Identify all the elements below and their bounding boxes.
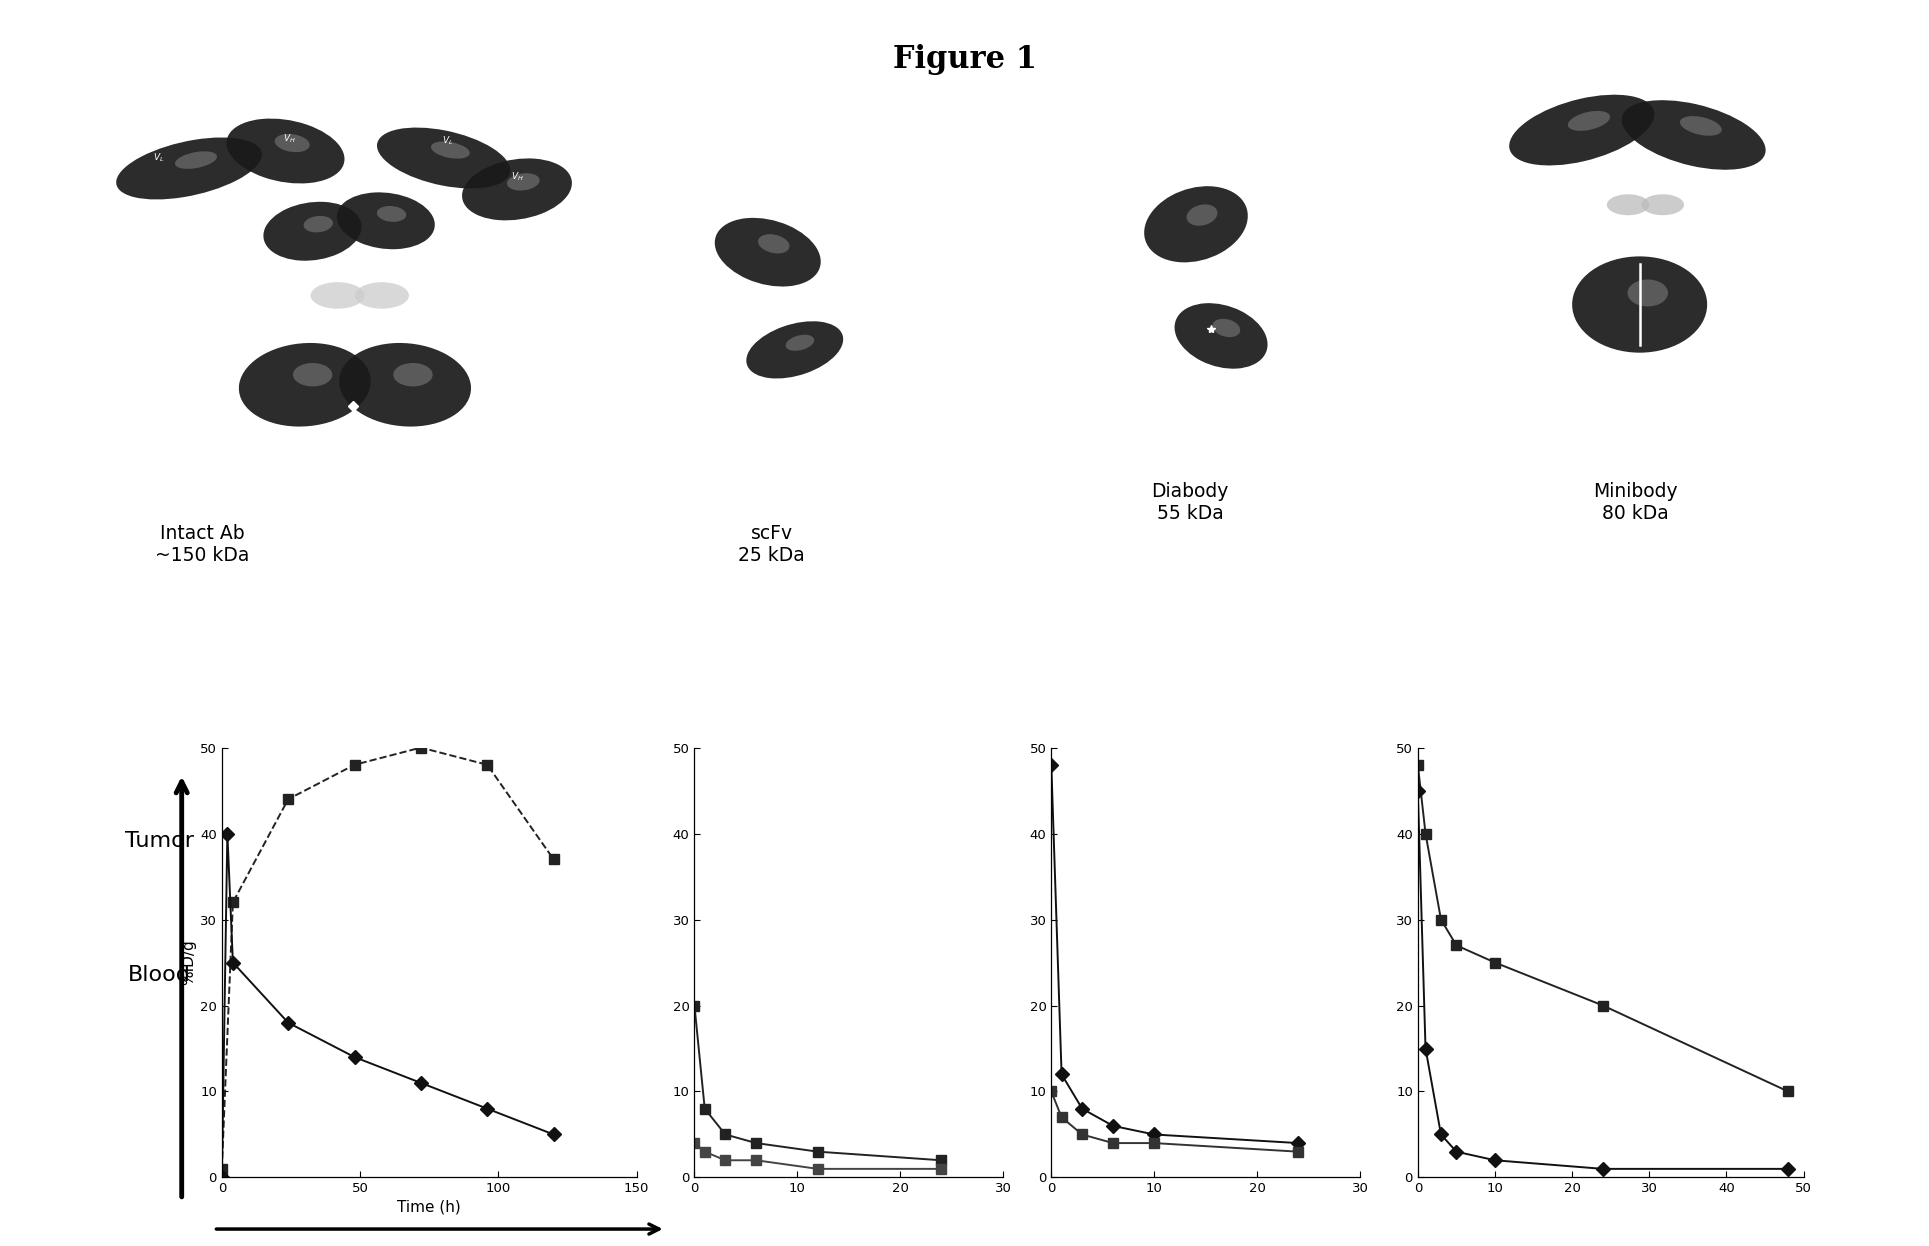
Ellipse shape	[1628, 279, 1669, 307]
Ellipse shape	[338, 192, 434, 249]
Ellipse shape	[376, 127, 511, 188]
Ellipse shape	[274, 135, 311, 152]
Text: $V_H$: $V_H$	[511, 171, 523, 183]
Ellipse shape	[303, 216, 334, 233]
Ellipse shape	[226, 118, 345, 183]
Text: Figure 1: Figure 1	[893, 44, 1036, 75]
Ellipse shape	[1508, 95, 1655, 166]
Text: Minibody
80 kDa: Minibody 80 kDa	[1593, 482, 1678, 523]
Ellipse shape	[716, 218, 820, 287]
Ellipse shape	[463, 158, 571, 221]
Text: Tumor: Tumor	[125, 831, 193, 851]
Text: Diabody
55 kDa: Diabody 55 kDa	[1152, 482, 1229, 523]
Ellipse shape	[311, 282, 365, 309]
Ellipse shape	[1607, 194, 1649, 216]
Ellipse shape	[293, 363, 332, 386]
Ellipse shape	[1175, 303, 1267, 369]
Ellipse shape	[340, 343, 471, 426]
Text: Blood: Blood	[127, 966, 191, 986]
Ellipse shape	[430, 142, 471, 158]
Ellipse shape	[507, 173, 540, 191]
Ellipse shape	[116, 137, 262, 199]
Text: scFv
25 kDa: scFv 25 kDa	[739, 525, 804, 566]
Ellipse shape	[1568, 111, 1611, 131]
Ellipse shape	[1622, 100, 1765, 169]
Ellipse shape	[1213, 319, 1240, 338]
Ellipse shape	[264, 202, 361, 260]
Ellipse shape	[376, 206, 407, 222]
Text: $V_H$: $V_H$	[284, 133, 295, 146]
Text: $V_L$: $V_L$	[442, 135, 453, 147]
Ellipse shape	[355, 282, 409, 309]
Ellipse shape	[747, 321, 843, 379]
Y-axis label: %ID/g: %ID/g	[181, 939, 197, 986]
Ellipse shape	[1642, 194, 1684, 216]
Text: Intact Ab
~150 kDa: Intact Ab ~150 kDa	[156, 525, 249, 566]
Text: $V_L$: $V_L$	[152, 152, 164, 164]
Ellipse shape	[1186, 204, 1217, 226]
Ellipse shape	[1144, 186, 1248, 263]
Ellipse shape	[1572, 257, 1707, 353]
Ellipse shape	[785, 335, 814, 351]
Ellipse shape	[758, 234, 789, 253]
Ellipse shape	[176, 151, 218, 169]
Ellipse shape	[1680, 116, 1723, 136]
Ellipse shape	[239, 343, 370, 426]
X-axis label: Time (h): Time (h)	[397, 1200, 461, 1215]
Ellipse shape	[394, 363, 432, 386]
